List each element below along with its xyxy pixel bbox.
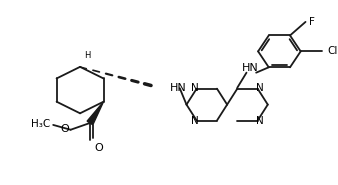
Text: HN: HN: [170, 83, 187, 93]
Text: H₃C: H₃C: [31, 119, 50, 129]
Text: O: O: [95, 143, 103, 153]
Text: N: N: [191, 117, 199, 127]
Text: HN: HN: [242, 63, 259, 73]
Text: N: N: [191, 83, 199, 93]
Polygon shape: [87, 102, 103, 125]
Text: Cl: Cl: [328, 46, 338, 56]
Text: O: O: [60, 124, 69, 134]
Text: F: F: [309, 17, 315, 27]
Text: N: N: [256, 117, 263, 127]
Text: N: N: [256, 83, 263, 93]
Text: H: H: [84, 51, 91, 60]
